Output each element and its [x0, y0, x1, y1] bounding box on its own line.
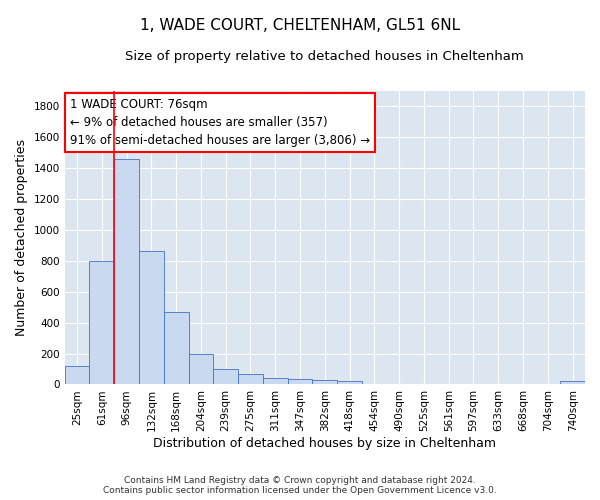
- Bar: [560, 382, 585, 384]
- Title: Size of property relative to detached houses in Cheltenham: Size of property relative to detached ho…: [125, 50, 524, 63]
- Bar: [188, 354, 214, 384]
- Bar: [164, 312, 188, 384]
- Bar: [139, 250, 164, 384]
- X-axis label: Distribution of detached houses by size in Cheltenham: Distribution of detached houses by size …: [154, 437, 496, 450]
- Bar: [65, 366, 89, 384]
- Bar: [238, 374, 263, 384]
- Text: 1 WADE COURT: 76sqm
← 9% of detached houses are smaller (357)
91% of semi-detach: 1 WADE COURT: 76sqm ← 9% of detached hou…: [70, 98, 370, 147]
- Bar: [263, 378, 287, 384]
- Text: Contains HM Land Registry data © Crown copyright and database right 2024.
Contai: Contains HM Land Registry data © Crown c…: [103, 476, 497, 495]
- Bar: [89, 262, 114, 384]
- Bar: [313, 380, 337, 384]
- Bar: [214, 369, 238, 384]
- Bar: [337, 382, 362, 384]
- Text: 1, WADE COURT, CHELTENHAM, GL51 6NL: 1, WADE COURT, CHELTENHAM, GL51 6NL: [140, 18, 460, 32]
- Y-axis label: Number of detached properties: Number of detached properties: [15, 139, 28, 336]
- Bar: [287, 379, 313, 384]
- Bar: [114, 158, 139, 384]
